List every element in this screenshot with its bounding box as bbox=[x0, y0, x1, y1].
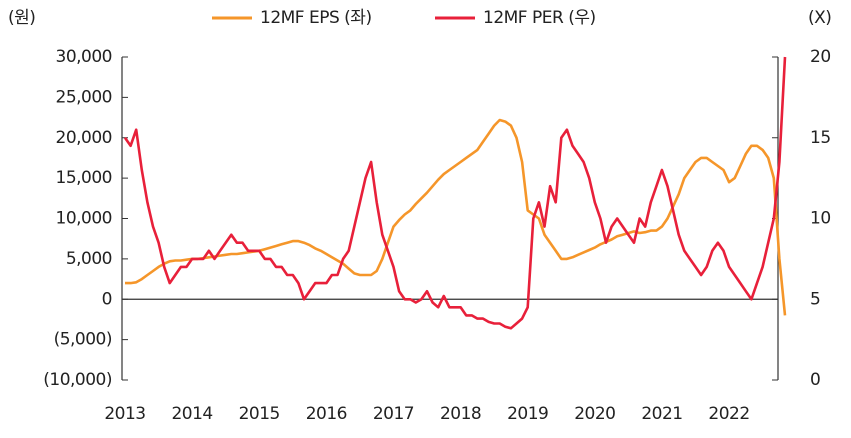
y2-tick-label: 15 bbox=[810, 128, 831, 148]
series-line bbox=[125, 118, 787, 316]
legend-label: 12MF PER (우) bbox=[483, 8, 596, 28]
y2-tick-label: 5 bbox=[810, 289, 820, 309]
y-tick-label: 0 bbox=[102, 289, 112, 309]
y-tick-label: 25,000 bbox=[56, 87, 112, 107]
y-tick-label: 10,000 bbox=[56, 209, 112, 229]
y-tick-label: 20,000 bbox=[56, 128, 112, 148]
series-line bbox=[123, 56, 787, 330]
y-tick-label: 30,000 bbox=[56, 47, 112, 67]
x-tick-label: 2016 bbox=[306, 404, 347, 424]
x-tick-label: 2018 bbox=[440, 404, 481, 424]
x-tick-label: 2022 bbox=[708, 404, 749, 424]
y-unit: (원) bbox=[8, 8, 35, 28]
x-tick-label: 2014 bbox=[171, 404, 212, 424]
y2-tick-label: 0 bbox=[810, 370, 820, 390]
y2-unit: (X) bbox=[808, 8, 831, 28]
x-tick-label: 2020 bbox=[574, 404, 615, 424]
x-tick-label: 2021 bbox=[641, 404, 682, 424]
y2-tick-label: 10 bbox=[810, 209, 831, 229]
x-tick-label: 2015 bbox=[239, 404, 280, 424]
legend-label: 12MF EPS (좌) bbox=[260, 8, 372, 28]
y-tick-label: (5,000) bbox=[54, 330, 112, 350]
x-tick-label: 2019 bbox=[507, 404, 548, 424]
y-tick-label: (10,000) bbox=[43, 370, 112, 390]
y-tick-label: 5,000 bbox=[66, 249, 112, 269]
x-tick-label: 2017 bbox=[373, 404, 414, 424]
y2-tick-label: 20 bbox=[810, 47, 831, 67]
x-tick-label: 2013 bbox=[104, 404, 145, 424]
y-tick-label: 15,000 bbox=[56, 168, 112, 188]
